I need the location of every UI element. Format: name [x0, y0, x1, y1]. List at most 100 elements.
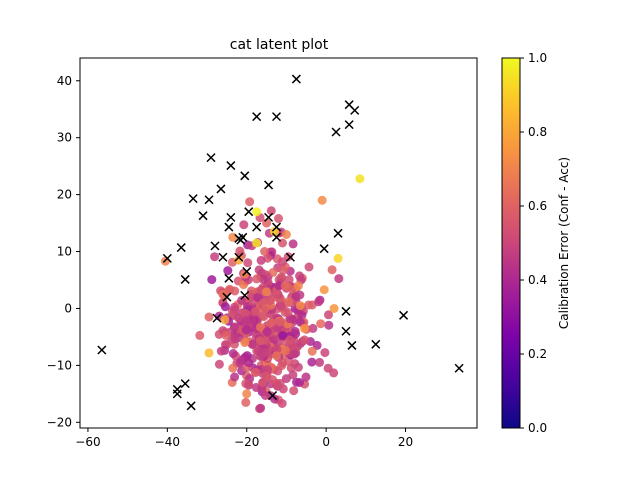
data-point [288, 370, 298, 380]
data-point [253, 292, 263, 302]
x-marker [162, 253, 172, 263]
data-point [290, 326, 300, 336]
data-point [267, 318, 277, 328]
x-marker [234, 252, 244, 262]
data-point [299, 323, 309, 333]
x-tick-label: 0 [322, 435, 330, 449]
y-tick-label: −10 [47, 358, 72, 372]
data-point [214, 359, 224, 369]
y-tick-label: 20 [57, 188, 72, 202]
x-marker [399, 310, 409, 320]
data-point [223, 266, 233, 276]
x-marker [347, 340, 357, 350]
data-point [218, 289, 228, 299]
data-point [307, 346, 317, 356]
x-marker [176, 243, 186, 253]
data-point [275, 317, 285, 327]
x-marker [454, 363, 464, 373]
x-marker [97, 345, 107, 355]
data-point [276, 301, 286, 311]
data-point [254, 346, 264, 356]
colorbar-tick-label: 0.6 [528, 199, 547, 213]
data-point [316, 319, 326, 329]
data-point [225, 284, 235, 294]
data-point [281, 346, 290, 356]
data-point [323, 363, 333, 373]
x-marker [206, 153, 216, 163]
data-point [216, 346, 226, 356]
data-point [319, 285, 329, 295]
x-marker [252, 112, 262, 122]
x-marker [226, 212, 236, 222]
data-point [295, 290, 305, 300]
data-point [281, 230, 291, 239]
data-point [229, 322, 239, 332]
data-point [260, 304, 270, 314]
x-marker [271, 232, 282, 242]
data-point [250, 307, 260, 317]
data-point [241, 325, 251, 335]
data-point [210, 252, 220, 262]
colorbar-gradient [502, 58, 520, 428]
x-marker [234, 233, 244, 243]
data-point [260, 391, 270, 400]
data-point [300, 335, 310, 345]
data-point [304, 300, 314, 310]
data-point [324, 320, 334, 330]
x-marker [224, 273, 234, 283]
data-point [355, 174, 365, 184]
x-marker [252, 222, 262, 232]
data-point [251, 367, 261, 377]
data-point [324, 310, 333, 320]
data-point [304, 262, 314, 272]
data-point [268, 267, 278, 277]
x-marker [186, 401, 196, 411]
data-point [314, 297, 324, 307]
data-point [220, 302, 230, 312]
x-marker [216, 184, 226, 194]
data-point [240, 338, 250, 348]
data-point [237, 356, 247, 366]
data-point [230, 334, 240, 344]
data-point [261, 287, 271, 297]
x-marker [188, 194, 198, 204]
data-point [256, 403, 266, 413]
colorbar-tick-label: 0.4 [528, 273, 547, 287]
data-point [293, 362, 303, 372]
x-marker [222, 292, 232, 302]
data-point [278, 358, 288, 368]
data-point [244, 380, 254, 390]
data-point [220, 315, 230, 325]
data-point [258, 274, 268, 284]
data-point [245, 197, 255, 207]
x-marker [333, 228, 343, 238]
data-point [252, 274, 262, 284]
x-tick-label: 20 [398, 435, 413, 449]
data-point [244, 358, 254, 368]
axes-layer: −60 −40 −20 0 20 −20 −10 0 10 20 30 40 [47, 74, 414, 449]
data-point [258, 378, 268, 387]
data-point [252, 238, 262, 248]
x-marker [226, 161, 236, 171]
data-point [285, 335, 295, 345]
data-point [265, 296, 275, 306]
y-tick-label: 10 [57, 245, 72, 259]
data-point [272, 351, 281, 361]
x-marker [244, 207, 254, 217]
data-point [295, 301, 305, 311]
data-point [262, 327, 272, 337]
data-point [317, 195, 327, 205]
colorbar-label: Calibration Error (Conf - Acc) [557, 157, 571, 329]
data-point [295, 378, 305, 387]
data-point [228, 363, 238, 373]
data-point [233, 313, 243, 323]
data-point [241, 309, 251, 319]
x-marker [285, 252, 295, 262]
data-point [204, 348, 214, 358]
x-marker [341, 306, 351, 316]
data-point [289, 349, 299, 359]
x-marker [271, 222, 282, 232]
data-point [195, 330, 205, 340]
data-point [293, 281, 303, 291]
data-point [247, 340, 257, 349]
